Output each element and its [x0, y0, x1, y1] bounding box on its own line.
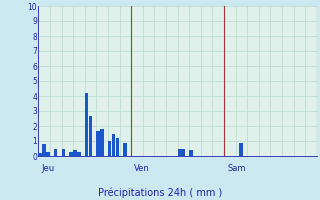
Text: Sam: Sam [227, 164, 246, 173]
Bar [46, 152, 50, 156]
Bar [42, 144, 46, 156]
Bar [108, 141, 111, 156]
Bar [112, 134, 115, 156]
Bar [69, 152, 73, 156]
Bar [85, 93, 88, 156]
Text: Ven: Ven [134, 164, 150, 173]
Bar [178, 148, 181, 156]
Bar [124, 142, 127, 156]
Bar [189, 150, 193, 156]
Bar [100, 129, 104, 156]
Bar [73, 150, 77, 156]
Bar [239, 142, 243, 156]
Bar [181, 148, 185, 156]
Text: Jeu: Jeu [42, 164, 55, 173]
Bar [61, 148, 65, 156]
Bar [89, 116, 92, 156]
Bar [54, 148, 57, 156]
Text: Précipitations 24h ( mm ): Précipitations 24h ( mm ) [98, 188, 222, 198]
Bar [77, 152, 81, 156]
Bar [116, 138, 119, 156]
Bar [38, 153, 42, 156]
Bar [96, 130, 100, 156]
